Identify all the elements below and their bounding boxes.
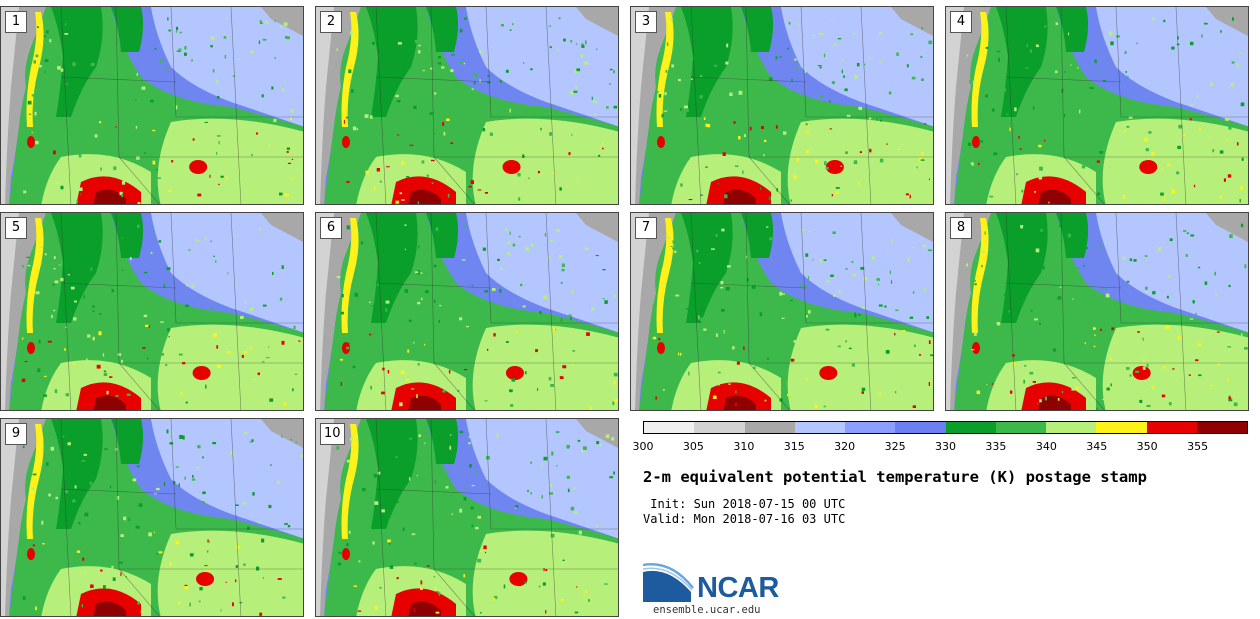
member-number-label: 6: [320, 217, 342, 239]
colorbar-tick-label: 300: [632, 440, 654, 453]
colorbar-swatch: [1146, 422, 1197, 433]
colorbar-swatch: [794, 422, 845, 433]
colorbar-tick-label: 320: [834, 440, 856, 453]
map-panel-2: 2: [315, 6, 619, 205]
colorbar-swatch: [895, 422, 946, 433]
map-panel-7: 7: [630, 212, 934, 411]
colorbar-swatch: [1046, 422, 1097, 433]
logo-url: ensemble.ucar.edu: [653, 604, 761, 616]
colorbar-tick-label: 330: [935, 440, 956, 453]
member-number-label: 2: [320, 11, 342, 33]
map-panel-3: 3: [630, 6, 934, 205]
colorbar-tick-label: 315: [783, 440, 805, 453]
member-number-label: 7: [635, 217, 657, 239]
colorbar-tick-label: 325: [884, 440, 906, 453]
map-panel-1: 1: [0, 6, 304, 205]
member-number-label: 9: [5, 423, 27, 445]
map-panel-5: 5: [0, 212, 304, 411]
map-panel-4: 4: [945, 6, 1249, 205]
colorbar-swatch: [945, 422, 996, 433]
init-time: Init: Sun 2018-07-15 00 UTC: [643, 497, 846, 511]
colorbar-tick-label: 345: [1086, 440, 1108, 453]
colorbar-swatch: [644, 422, 695, 433]
map-panel-8: 8: [945, 212, 1249, 411]
colorbar-tick-label: 305: [682, 440, 704, 453]
colorbar-swatch: [845, 422, 896, 433]
colorbar-swatch: [995, 422, 1046, 433]
valid-time: Valid: Mon 2018-07-16 03 UTC: [643, 512, 846, 526]
member-number-label: 4: [950, 11, 972, 33]
colorbar: [643, 421, 1248, 434]
colorbar-tick-label: 335: [985, 440, 1007, 453]
colorbar-swatch: [694, 422, 745, 433]
colorbar-tick-label: 350: [1136, 440, 1158, 453]
ncar-logo-icon: [643, 563, 694, 602]
member-number-label: 10: [320, 423, 345, 445]
time-info: Init: Sun 2018-07-15 00 UTC Valid: Mon 2…: [643, 497, 845, 527]
colorbar-tick-label: 340: [1035, 440, 1057, 453]
map-panel-10: 10: [315, 418, 619, 617]
chart-title: 2-m equivalent potential temperature (K)…: [643, 468, 1147, 486]
member-number-label: 8: [950, 217, 972, 239]
colorbar-swatch: [1196, 422, 1247, 433]
member-number-label: 3: [635, 11, 657, 33]
colorbar-swatch: [744, 422, 795, 433]
colorbar-swatch: [1096, 422, 1147, 433]
member-number-label: 5: [5, 217, 27, 239]
member-number-label: 1: [5, 11, 27, 33]
logo-text: NCAR: [697, 572, 779, 604]
map-panel-9: 9: [0, 418, 304, 617]
map-panel-6: 6: [315, 212, 619, 411]
colorbar-tick-label: 310: [733, 440, 755, 453]
colorbar-tick-label: 355: [1187, 440, 1209, 453]
colorbar-tick-labels: 300 305 310 315 320 325 330 335 340 345 350 355: [633, 440, 1248, 456]
